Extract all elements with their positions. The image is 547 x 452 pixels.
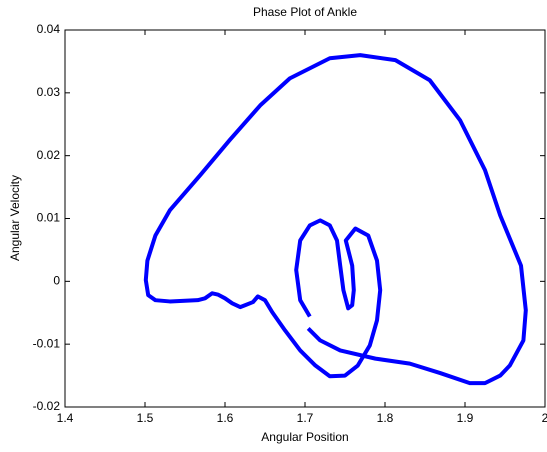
y-tick-label: 0.03 <box>37 85 61 99</box>
y-axis-label: Angular Velocity <box>8 175 22 261</box>
y-tick-label: 0.04 <box>37 22 61 36</box>
x-tick-label: 1.5 <box>137 411 154 425</box>
plot-area <box>64 29 546 408</box>
y-tick-label: 0 <box>53 274 60 288</box>
y-tick-label: -0.02 <box>33 399 61 413</box>
y-tick-label: 0.02 <box>37 148 61 162</box>
x-axis-label: Angular Position <box>261 430 348 444</box>
y-tick-label: 0.01 <box>37 211 61 225</box>
chart-title: Phase Plot of Ankle <box>253 5 357 19</box>
y-tick-label: -0.01 <box>33 336 61 350</box>
x-tick-label: 1.6 <box>217 411 234 425</box>
x-tick-label: 1.8 <box>377 411 394 425</box>
x-tick-label: 2 <box>542 411 547 425</box>
x-tick-label: 1.7 <box>297 411 314 425</box>
x-tick-label: 1.4 <box>57 411 74 425</box>
x-tick-label: 1.9 <box>457 411 474 425</box>
data-line <box>143 53 528 386</box>
